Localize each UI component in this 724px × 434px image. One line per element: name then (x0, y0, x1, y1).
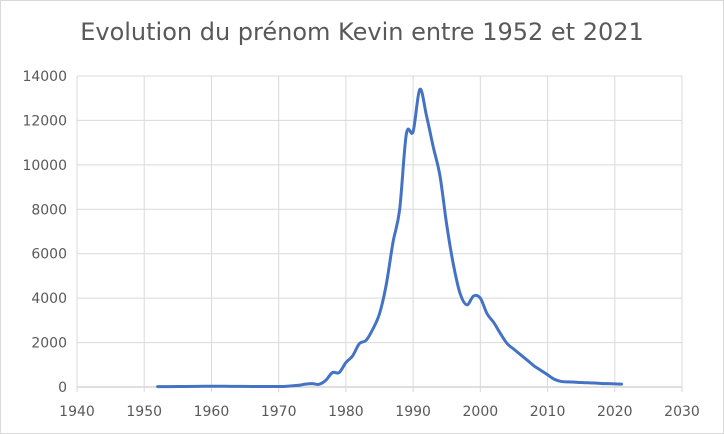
x-tick-label: 2010 (530, 404, 566, 420)
x-tick-label: 1990 (395, 404, 431, 420)
x-tick-label: 1970 (261, 404, 297, 420)
y-tick-label: 10000 (22, 158, 67, 174)
y-tick-label: 12000 (22, 113, 67, 129)
gridlines (76, 75, 683, 392)
x-tick-label: 1940 (59, 404, 95, 420)
x-axis-tick-labels: 1940 1950 1960 1970 1980 1990 2000 2010 2020 2030 (59, 404, 700, 420)
series-line-kevin (156, 87, 623, 389)
y-tick-label: 14000 (22, 69, 67, 85)
y-tick-label: 6000 (31, 247, 67, 263)
y-tick-label: 4000 (31, 291, 67, 307)
x-tick-label: 2000 (463, 404, 499, 420)
x-tick-label: 1950 (126, 404, 162, 420)
x-tick-label: 1960 (194, 404, 230, 420)
y-tick-label: 0 (58, 380, 67, 396)
y-tick-label: 2000 (31, 336, 67, 352)
y-tick-label: 8000 (31, 202, 67, 218)
y-axis-tick-labels: 0 2000 4000 6000 8000 10000 12000 14000 (22, 69, 67, 396)
x-tick-label: 1980 (328, 404, 364, 420)
x-tick-label: 2020 (597, 404, 633, 420)
x-tick-label: 2030 (664, 404, 700, 420)
chart-title: Evolution du prénom Kevin entre 1952 et … (80, 18, 644, 46)
